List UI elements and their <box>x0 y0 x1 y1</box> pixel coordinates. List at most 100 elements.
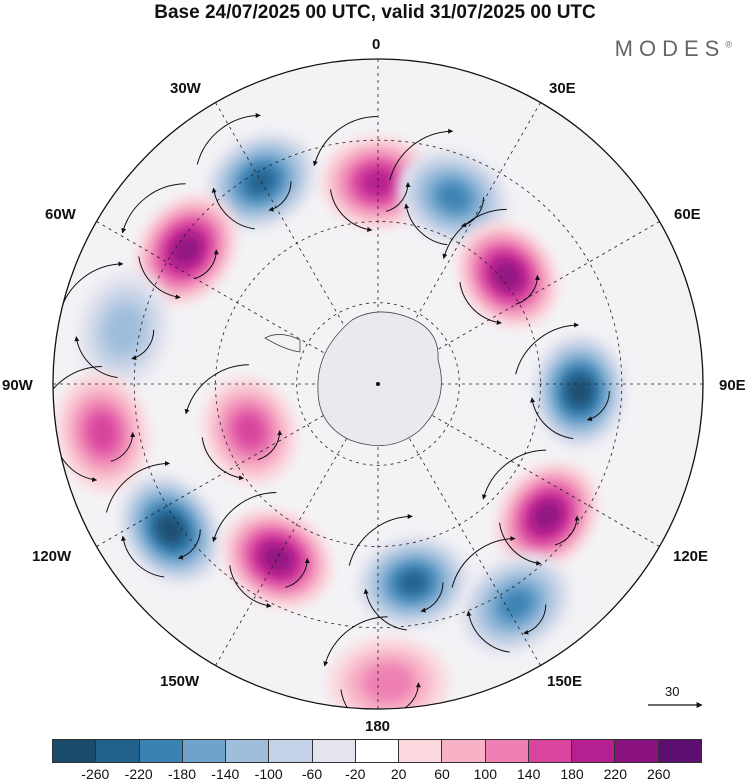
wind-vector <box>363 588 407 631</box>
wind-vector <box>459 282 502 325</box>
anomaly-contour <box>264 546 291 571</box>
meridian-line <box>377 102 541 385</box>
colorbar-tick-label: -140 <box>211 766 240 782</box>
lon-label-120w: 120W <box>32 548 72 565</box>
chart-title: Base 24/07/2025 00 UTC, valid 31/07/2025… <box>154 2 596 23</box>
anomaly-center-negative <box>533 333 626 449</box>
wind-vector <box>257 430 283 461</box>
wind-vectors <box>53 112 610 709</box>
colorbar-bin <box>528 740 573 762</box>
wind-vector <box>481 449 547 500</box>
lon-label-30e: 30E <box>549 80 576 97</box>
colorbar <box>52 739 702 763</box>
wind-vector <box>515 322 580 375</box>
wind-reference-value: 30 <box>665 684 680 699</box>
wind-vector <box>385 182 411 212</box>
wind-vector <box>515 274 540 305</box>
wind-vector <box>120 535 165 578</box>
meridian-line <box>377 383 660 547</box>
wind-vector <box>586 390 610 422</box>
anomaly-center-positive <box>222 509 332 608</box>
anomaly-center-positive <box>457 223 558 328</box>
wind-vector <box>211 187 255 230</box>
colorbar-tick-label: 260 <box>647 766 671 782</box>
lon-label-0: 0 <box>372 36 381 53</box>
wind-vector <box>177 529 201 560</box>
colorbar-bin <box>399 740 443 762</box>
colorbar-tick-label: 180 <box>560 766 584 782</box>
meridian-line <box>215 383 379 666</box>
anomaly-center-negative <box>356 536 470 629</box>
wind-vector <box>201 437 244 481</box>
colorbar-tick-label: -60 <box>301 766 323 782</box>
anomaly-contour <box>399 571 427 594</box>
lon-label-30w: 30W <box>170 80 201 97</box>
wind-vector <box>106 460 170 513</box>
meridian-line <box>215 102 379 385</box>
anomaly-contour <box>569 378 590 404</box>
colorbar-tick-label: 60 <box>434 766 450 782</box>
meridian-line <box>377 383 541 666</box>
anomaly-contour <box>437 183 470 211</box>
wind-vector <box>121 183 186 234</box>
wind-vector <box>389 128 454 181</box>
anomaly-contour <box>534 503 560 530</box>
colorbar-bin <box>182 740 227 762</box>
anomaly-contour <box>102 303 145 357</box>
wind-vector <box>530 397 574 440</box>
colorbar-tick-label: 100 <box>473 766 497 782</box>
lon-label-120e: 120E <box>673 548 709 565</box>
latitude-circle <box>133 139 623 629</box>
wind-vector <box>194 249 219 280</box>
wind-vector <box>212 492 277 543</box>
colorbar-bin <box>572 740 616 762</box>
wind-vector <box>466 610 510 653</box>
colorbar-bin <box>139 740 183 762</box>
colorbar-bin <box>442 740 486 762</box>
wind-vector <box>340 689 383 709</box>
colorbar-bin <box>269 740 313 762</box>
anomaly-center-negative <box>459 554 572 655</box>
wind-vector <box>420 582 444 613</box>
colorbar-tick-label: 140 <box>517 766 541 782</box>
colorbar-tick-label: -180 <box>167 766 197 782</box>
wind-vector <box>268 181 292 212</box>
wind-vector <box>499 522 542 566</box>
colorbar-tick-label: -260 <box>81 766 110 782</box>
anomaly-contour <box>499 590 532 619</box>
wind-vector <box>554 515 580 546</box>
wind-vector <box>196 112 261 165</box>
wind-vector <box>523 604 547 635</box>
antarctica-landmass <box>264 311 442 446</box>
colorbar-bin <box>226 740 270 762</box>
anomaly-center-positive <box>135 195 237 305</box>
meridian-line <box>96 221 379 385</box>
colorbar-tick-label: -20 <box>345 766 366 782</box>
brand-text: MODES <box>614 36 726 61</box>
wind-vector <box>323 616 388 667</box>
wind-vector <box>330 189 373 232</box>
lon-label-150e: 150E <box>547 673 583 690</box>
colorbar-bin <box>485 740 529 762</box>
lon-label-90e: 90E <box>719 377 746 394</box>
lon-label-60e: 60E <box>674 206 701 223</box>
wind-vector <box>312 116 378 167</box>
brand-logo: MODES® <box>615 36 732 62</box>
colorbar-bin <box>355 740 400 762</box>
colorbar-tick-label: -220 <box>124 766 153 782</box>
anomaly-center-negative <box>119 474 222 585</box>
map-border <box>52 58 704 710</box>
wind-vector <box>451 536 516 588</box>
colorbar-tick-label: 20 <box>390 766 407 782</box>
anomaly-center-positive <box>496 462 598 570</box>
lon-label-90w: 90W <box>2 377 33 394</box>
wind-vector <box>229 565 272 609</box>
anomaly-center-negative <box>77 270 171 389</box>
colorbar-bin <box>96 740 140 762</box>
south-pole-marker <box>376 382 380 386</box>
colorbar-bin <box>312 740 356 762</box>
anomaly-center-negative <box>397 149 510 245</box>
colorbar-bin <box>658 740 701 762</box>
wind-vector <box>348 513 413 566</box>
